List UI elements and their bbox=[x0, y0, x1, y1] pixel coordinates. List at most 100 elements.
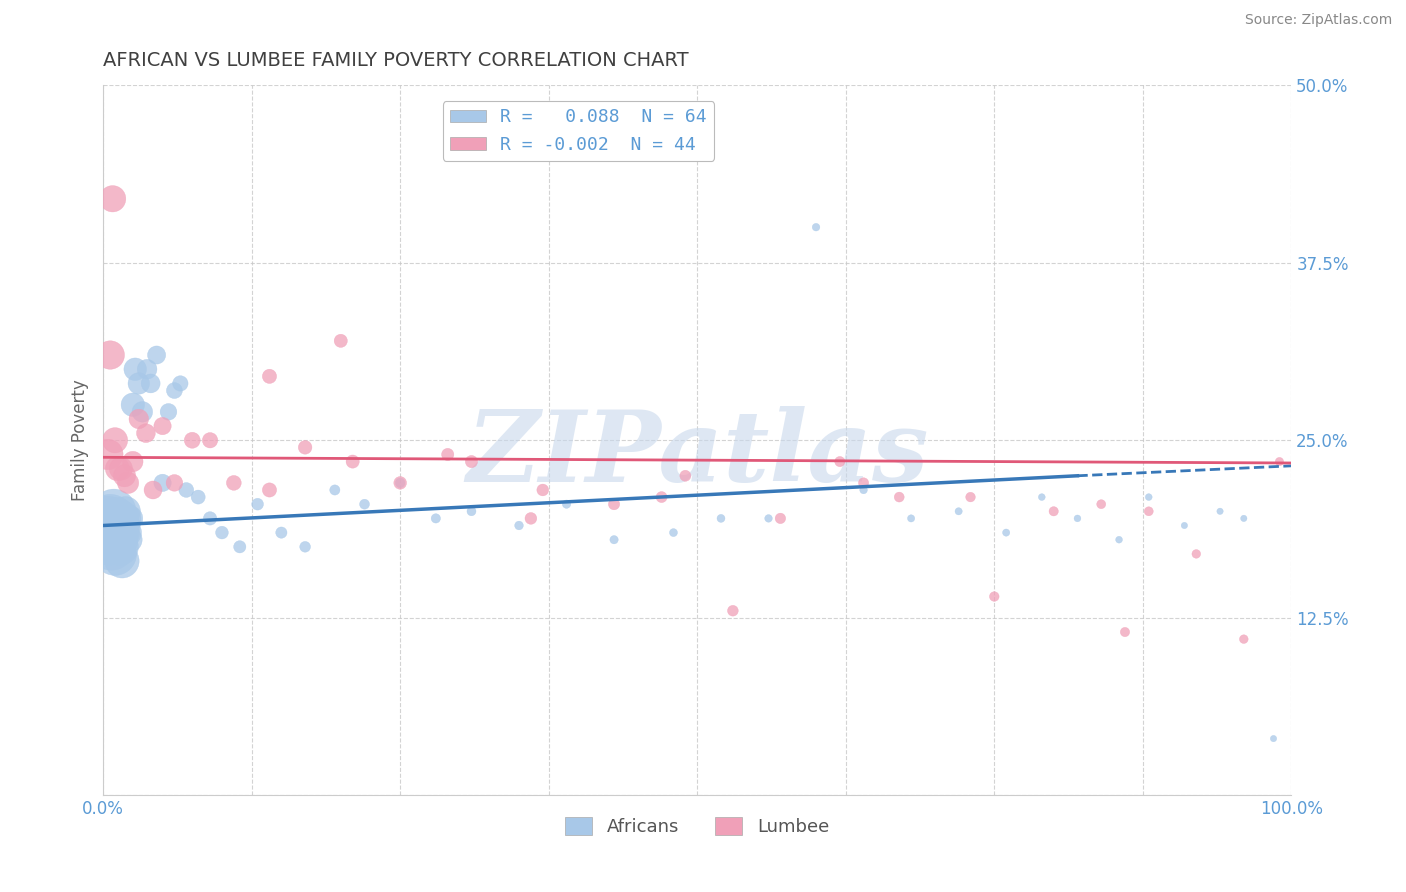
Point bbox=[1108, 533, 1130, 547]
Point bbox=[98, 533, 121, 547]
Y-axis label: Family Poverty: Family Poverty bbox=[72, 379, 89, 501]
Point bbox=[128, 412, 150, 426]
Point bbox=[1066, 511, 1088, 525]
Point bbox=[673, 468, 696, 483]
Point bbox=[1173, 518, 1195, 533]
Point bbox=[259, 483, 281, 497]
Point bbox=[1233, 511, 1256, 525]
Point bbox=[852, 475, 875, 490]
Point bbox=[603, 497, 626, 511]
Text: AFRICAN VS LUMBEE FAMILY POVERTY CORRELATION CHART: AFRICAN VS LUMBEE FAMILY POVERTY CORRELA… bbox=[103, 51, 689, 70]
Point bbox=[112, 525, 135, 540]
Point bbox=[804, 220, 827, 235]
Point bbox=[152, 419, 174, 434]
Point bbox=[105, 525, 128, 540]
Point bbox=[1137, 504, 1160, 518]
Point bbox=[425, 511, 447, 525]
Point bbox=[508, 518, 530, 533]
Point bbox=[342, 454, 364, 468]
Point bbox=[222, 475, 245, 490]
Point bbox=[294, 441, 316, 455]
Point bbox=[889, 490, 911, 504]
Point bbox=[198, 511, 221, 525]
Point bbox=[110, 511, 132, 525]
Point bbox=[114, 518, 136, 533]
Point bbox=[460, 454, 482, 468]
Point bbox=[118, 533, 141, 547]
Point bbox=[187, 490, 209, 504]
Point bbox=[1137, 490, 1160, 504]
Point bbox=[436, 447, 458, 461]
Point bbox=[145, 348, 167, 362]
Point bbox=[131, 405, 153, 419]
Point bbox=[852, 483, 875, 497]
Point bbox=[128, 376, 150, 391]
Text: ZIPatlas: ZIPatlas bbox=[465, 406, 928, 503]
Point bbox=[1042, 504, 1064, 518]
Point bbox=[136, 362, 159, 376]
Legend: Africans, Lumbee: Africans, Lumbee bbox=[558, 809, 837, 843]
Point bbox=[152, 475, 174, 490]
Point bbox=[100, 540, 122, 554]
Point bbox=[104, 547, 127, 561]
Point bbox=[259, 369, 281, 384]
Point bbox=[211, 525, 233, 540]
Point bbox=[353, 497, 375, 511]
Point bbox=[294, 540, 316, 554]
Point bbox=[1209, 504, 1232, 518]
Point bbox=[124, 362, 146, 376]
Point bbox=[1233, 632, 1256, 647]
Point bbox=[111, 554, 134, 568]
Point bbox=[142, 483, 165, 497]
Point bbox=[1090, 497, 1112, 511]
Point bbox=[229, 540, 252, 554]
Point bbox=[98, 511, 121, 525]
Point bbox=[995, 525, 1018, 540]
Point bbox=[460, 504, 482, 518]
Point bbox=[163, 384, 186, 398]
Point bbox=[110, 461, 132, 475]
Point bbox=[1185, 547, 1208, 561]
Point bbox=[101, 525, 124, 540]
Text: Source: ZipAtlas.com: Source: ZipAtlas.com bbox=[1244, 13, 1392, 28]
Point bbox=[117, 525, 139, 540]
Point bbox=[198, 434, 221, 448]
Point bbox=[157, 405, 180, 419]
Point bbox=[662, 525, 685, 540]
Point bbox=[114, 468, 136, 483]
Point bbox=[900, 511, 922, 525]
Point bbox=[983, 590, 1005, 604]
Point bbox=[389, 475, 412, 490]
Point bbox=[104, 434, 127, 448]
Point bbox=[163, 475, 186, 490]
Point bbox=[169, 376, 191, 391]
Point bbox=[1114, 625, 1136, 640]
Point bbox=[176, 483, 198, 497]
Point bbox=[721, 604, 744, 618]
Point bbox=[117, 475, 139, 490]
Point bbox=[114, 504, 136, 518]
Point bbox=[323, 483, 346, 497]
Point bbox=[120, 511, 142, 525]
Point bbox=[103, 504, 125, 518]
Point bbox=[121, 398, 143, 412]
Point bbox=[105, 511, 128, 525]
Point bbox=[828, 454, 851, 468]
Point bbox=[97, 447, 120, 461]
Point bbox=[603, 533, 626, 547]
Point bbox=[181, 434, 204, 448]
Point bbox=[96, 518, 118, 533]
Point bbox=[329, 334, 352, 348]
Point bbox=[97, 525, 120, 540]
Point bbox=[108, 540, 131, 554]
Point bbox=[135, 426, 157, 441]
Point bbox=[105, 461, 128, 475]
Point bbox=[948, 504, 970, 518]
Point bbox=[555, 497, 578, 511]
Point bbox=[115, 511, 138, 525]
Point bbox=[1263, 731, 1285, 746]
Point bbox=[121, 454, 143, 468]
Point bbox=[531, 483, 554, 497]
Point bbox=[1268, 454, 1291, 468]
Point bbox=[246, 497, 269, 511]
